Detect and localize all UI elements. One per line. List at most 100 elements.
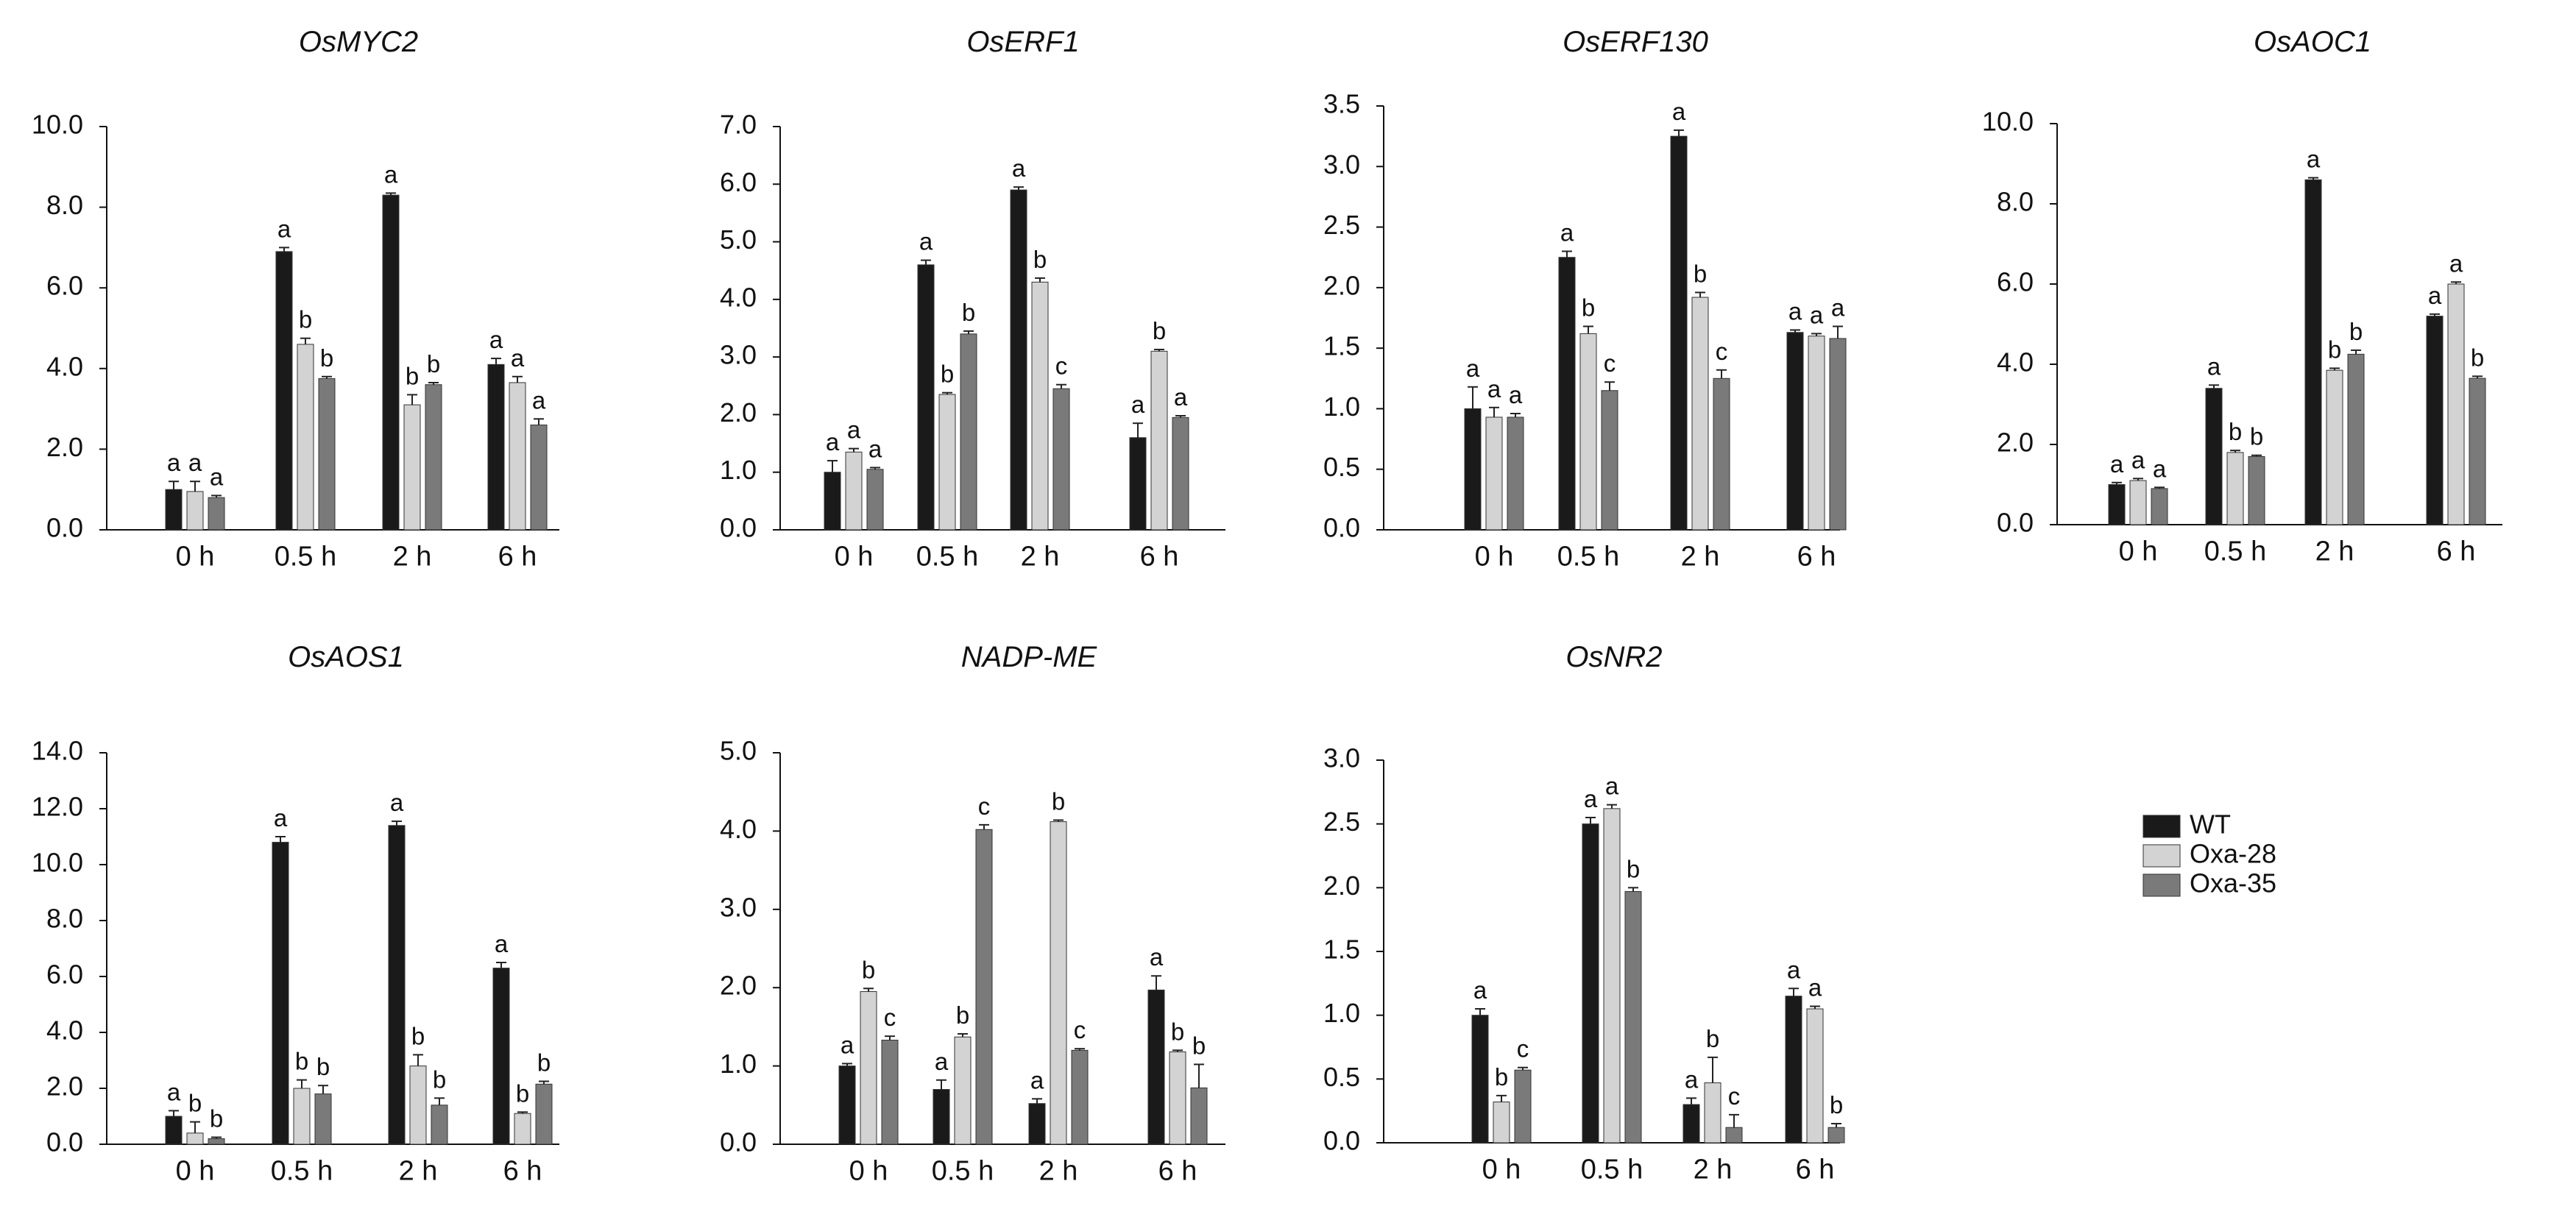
- y-tick-label: 10.0: [32, 848, 83, 878]
- bar-oxa-28: [2129, 480, 2147, 525]
- bar-oxa-28: [2326, 369, 2343, 525]
- significance-letter: b: [1052, 788, 1065, 815]
- significance-letter: c: [884, 1004, 896, 1031]
- y-tick-label: 10.0: [1982, 107, 2034, 137]
- significance-letter: a: [1466, 355, 1480, 382]
- significance-letter: b: [210, 1105, 223, 1132]
- y-tick-label: 5.0: [720, 736, 757, 766]
- significance-letter: a: [1810, 301, 1824, 328]
- y-tick-label: 3.5: [1323, 89, 1360, 119]
- y-tick-label: 0.0: [46, 1127, 83, 1157]
- significance-letter: b: [2250, 423, 2263, 450]
- x-category-label: 0.5 h: [1581, 1154, 1643, 1185]
- chart-panel-osaos1: OsAOS1 0.0 2.0 4.0 6.0 8.0 10.0 12.0 14.0 0 h 0.5 …: [32, 641, 559, 1186]
- bar-oxa-28: [514, 1113, 531, 1145]
- y-tick-label: 1.0: [720, 1049, 757, 1079]
- y-tick-label: 2.5: [1323, 806, 1360, 837]
- bar-wt: [492, 968, 510, 1145]
- bar-wt: [1582, 823, 1599, 1144]
- bar-oxa-28: [2226, 452, 2244, 525]
- y-tick-label: 8.0: [46, 190, 83, 220]
- y-tick-label: 3.0: [1323, 149, 1360, 180]
- bar-wt: [388, 825, 406, 1145]
- bar-oxa-28: [297, 344, 314, 531]
- bar-oxa-28: [293, 1088, 311, 1145]
- bar-oxa-28: [1050, 821, 1067, 1145]
- x-category-label: 2 h: [399, 1155, 438, 1186]
- x-category-label: 0.5 h: [275, 541, 337, 572]
- bar-wt: [1471, 1015, 1489, 1144]
- bar-oxa-35: [1601, 390, 1618, 531]
- bar-wt: [1558, 257, 1576, 531]
- panel-title-nadp-me: NADP-ME: [961, 641, 1098, 673]
- bar-oxa-35: [1624, 891, 1642, 1144]
- significance-letter: a: [1150, 943, 1164, 971]
- significance-letter: a: [1808, 974, 1822, 1001]
- y-tick-label: 1.0: [1323, 998, 1360, 1028]
- significance-letter: b: [1830, 1091, 1843, 1118]
- significance-letter: a: [384, 160, 398, 188]
- bar-oxa-35: [431, 1105, 448, 1145]
- bar-wt: [2426, 316, 2444, 525]
- legend-swatch-wt: [2142, 815, 2181, 838]
- significance-letter: a: [1509, 381, 1523, 408]
- y-tick-label: 1.0: [1323, 391, 1360, 422]
- x-category-label: 2 h: [1694, 1154, 1733, 1185]
- bar-oxa-28: [954, 1036, 972, 1145]
- significance-letter: a: [1788, 297, 1802, 325]
- bar-wt: [1786, 332, 1804, 531]
- y-tick-label: 2.0: [720, 397, 757, 428]
- y-tick-label: 7.0: [720, 110, 757, 140]
- bar-wt: [2304, 179, 2322, 525]
- y-tick-label: 3.0: [1323, 743, 1360, 773]
- bar-wt: [275, 251, 293, 531]
- bar-oxa-35: [208, 497, 225, 531]
- bar-oxa-35: [1829, 338, 1847, 531]
- significance-letter: a: [826, 428, 840, 455]
- bar-wt: [1028, 1103, 1046, 1145]
- significance-letter: a: [1672, 98, 1686, 125]
- bar-oxa-35: [975, 829, 993, 1145]
- bar-oxa-28: [409, 1066, 427, 1145]
- y-tick-label: 2.5: [1323, 210, 1360, 240]
- x-category-label: 0 h: [2119, 536, 2158, 567]
- bar-oxa-28: [1806, 1008, 1824, 1144]
- significance-letter: a: [1174, 383, 1188, 411]
- chart-panel-oserf130: OsERF130 0.0 0.5 1.0 1.5 2.0 2.5 3.0 3.5 0 h 0.5 h…: [1323, 26, 1847, 572]
- bar-oxa-35: [1827, 1127, 1845, 1144]
- legend-label-wt: WT: [2190, 809, 2231, 840]
- y-tick-label: 8.0: [46, 904, 83, 934]
- bar-wt: [165, 489, 183, 531]
- bar-oxa-35: [2248, 455, 2265, 525]
- significance-letter: a: [1584, 785, 1598, 812]
- x-category-label: 0.5 h: [932, 1155, 994, 1186]
- significance-letter: c: [1055, 352, 1068, 380]
- bar-oxa-28: [1704, 1082, 1722, 1144]
- x-category-label: 2 h: [1681, 541, 1720, 572]
- bar-oxa-35: [1507, 416, 1524, 531]
- y-tick-label: 5.0: [720, 224, 757, 255]
- significance-letter: b: [316, 1053, 330, 1080]
- y-tick-label: 10.0: [32, 110, 83, 140]
- significance-letter: b: [188, 1090, 202, 1117]
- legend-swatch-oxa-35: [2142, 873, 2181, 897]
- bar-oxa-35: [208, 1138, 225, 1145]
- significance-letter: b: [862, 956, 875, 983]
- significance-letter: c: [1604, 350, 1616, 377]
- x-category-label: 6 h: [1796, 1154, 1835, 1185]
- y-tick-label: 2.0: [1323, 871, 1360, 901]
- bar-oxa-28: [1485, 416, 1503, 531]
- y-tick-label: 3.0: [720, 340, 757, 370]
- y-tick-label: 0.0: [1323, 1126, 1360, 1156]
- significance-letter: a: [532, 386, 546, 414]
- bar-oxa-35: [2347, 353, 2365, 525]
- bar-oxa-28: [1493, 1102, 1510, 1144]
- y-tick-label: 4.0: [720, 282, 757, 312]
- bar-oxa-28: [1579, 333, 1597, 531]
- significance-letter: c: [1517, 1035, 1529, 1063]
- significance-letter: b: [1192, 1032, 1206, 1059]
- chart-panel-osnr2: OsNR2 0.0 0.5 1.0 1.5 2.0 2.5 3.0 0 h 0.5 h 2 h 6 h…: [1323, 641, 1845, 1185]
- significance-letter: b: [1627, 855, 1640, 882]
- bar-oxa-28: [1691, 297, 1709, 531]
- significance-letter: a: [167, 1078, 181, 1105]
